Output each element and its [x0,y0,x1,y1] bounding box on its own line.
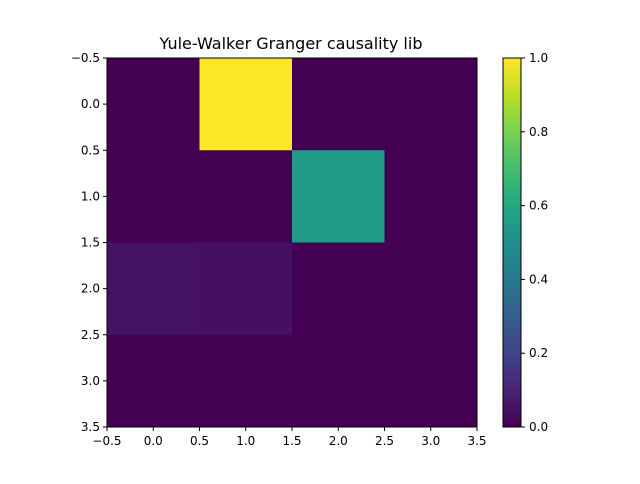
x-tick-label: 1.5 [282,434,301,448]
colorbar [502,57,522,428]
y-tick-label: 0.0 [81,97,100,111]
heatmap-cell-r2-c1 [199,242,293,336]
x-tick-label: 3.5 [467,434,486,448]
colorbar-axis: 0.0 0.2 0.4 0.6 0.8 1.0 [521,51,548,434]
x-tick-label: 0.5 [190,434,209,448]
y-tick-label: 0.5 [81,143,100,157]
heatmap-cell-r2-c3 [384,242,478,336]
heatmap-cell-r3-c0 [107,334,200,428]
heatmap-cell-r3-c2 [292,334,385,428]
chart-title: Yule-Walker Granger causality lib [159,34,423,53]
y-tick-label: 1.5 [81,236,100,250]
heatmap-cell-r2-c2 [292,242,385,336]
heatmap-cell-r0-c1 [199,58,293,151]
y-tick-label: 3.0 [81,374,100,388]
heatmap-cell-r1-c3 [384,150,478,243]
y-tick-label: 3.5 [81,420,100,434]
heatmap-cell-r3-c1 [199,334,293,428]
heatmap-cell-r0-c3 [384,58,478,151]
y-tick-label: 2.5 [81,328,100,342]
heatmap-cell-r3-c3 [384,334,478,428]
heatmap-cells [107,58,478,428]
x-tick-label: 1.0 [236,434,255,448]
colorbar-tick-label: 0.2 [529,346,548,360]
colorbar-tick-label: 0.6 [529,199,548,213]
heatmap-cell-r0-c2 [292,58,385,151]
heatmap-cell-r2-c0 [107,242,200,336]
colorbar-tick-label: 0.4 [529,272,548,286]
colorbar-tick-label: 0.8 [529,125,548,139]
x-tick-label: 0.0 [144,434,163,448]
y-tick-label: 2.0 [81,282,100,296]
x-axis: −0.5 0.0 0.5 1.0 1.5 2.0 2.5 3.0 3.5 [92,427,487,448]
x-tick-label: −0.5 [92,434,121,448]
y-tick-label: −0.5 [71,51,100,65]
x-tick-label: 2.0 [329,434,348,448]
heatmap-cell-r1-c2 [292,150,385,243]
heatmap-cell-r1-c0 [107,150,200,243]
colorbar-tick-label: 0.0 [529,420,548,434]
heatmap-cell-r1-c1 [199,150,293,243]
heatmap-cell-r0-c0 [107,58,200,151]
colorbar-tick-label: 1.0 [529,51,548,65]
y-axis: −0.5 0.0 0.5 1.0 1.5 2.0 2.5 3.0 3.5 [71,51,107,434]
x-tick-label: 2.5 [375,434,394,448]
y-tick-label: 1.0 [81,189,100,203]
x-tick-label: 3.0 [421,434,440,448]
